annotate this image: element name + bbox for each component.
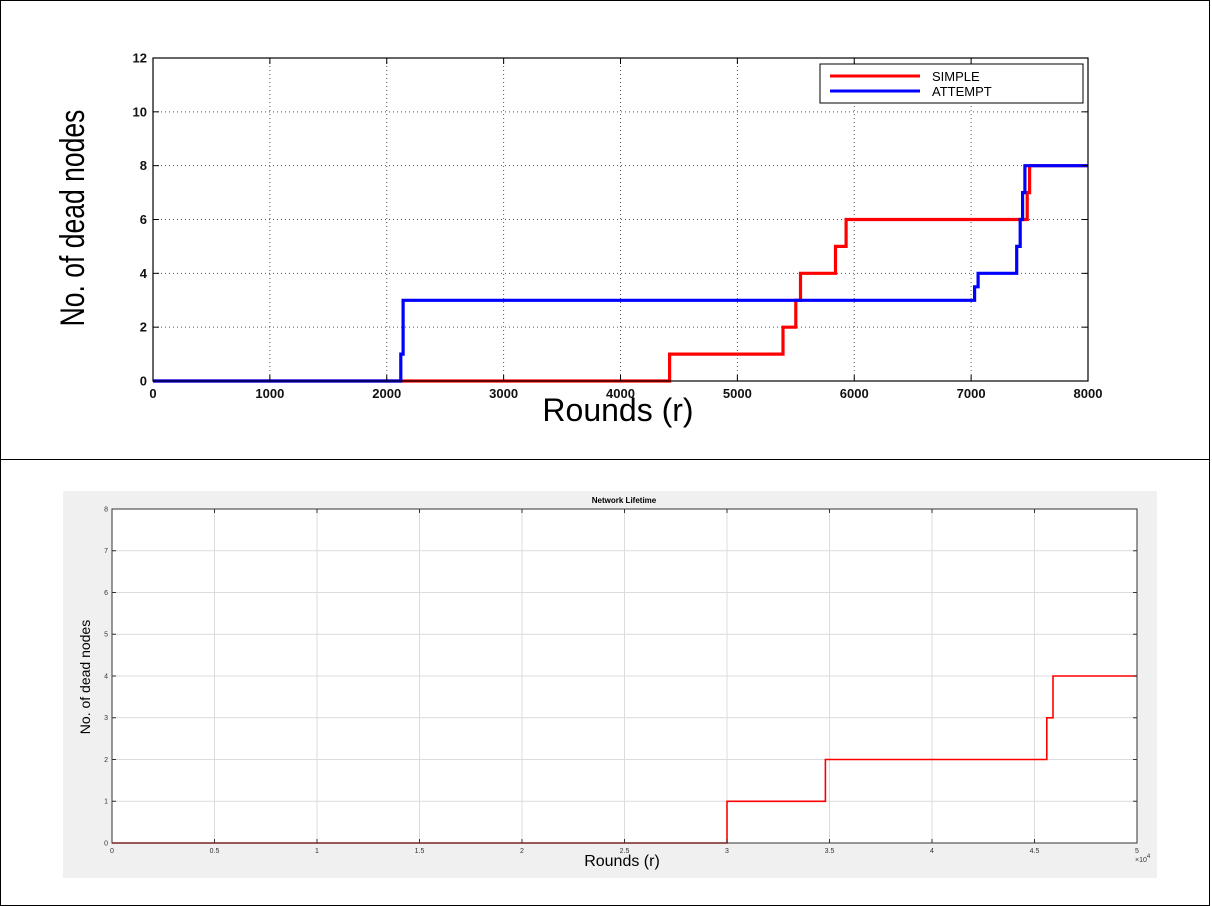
y-tick-label: 2 [104,757,108,764]
x-tick-label: 1 [315,848,319,855]
chart1-ylabel: No. of dead nodes [54,110,92,327]
x-tick-label: 0.5 [210,848,220,855]
y-tick-label: 7 [104,548,108,555]
dead-nodes-comparison-chart: No. of dead nodes Rounds (r) 0 1000 2000 30… [54,51,1103,428]
x-tick-label: 2.5 [620,848,630,855]
x-tick-label: 4000 [606,386,635,401]
chart2-title: Network Lifetime [592,496,657,505]
x-tick-label: 1.5 [415,848,425,855]
x-tick-label: 2 [520,848,524,855]
x-tick-label: 7000 [957,386,986,401]
y-tick-label: 8 [104,506,108,513]
y-tick-label: 6 [140,212,147,227]
x-tick-label: 3000 [489,386,518,401]
legend-label-simple: SIMPLE [932,69,980,84]
x-tick-label: 6000 [840,386,869,401]
x-tick-label: 0 [149,386,156,401]
y-tick-label: 4 [104,673,108,680]
chart1-xlabel: Rounds (r) [542,392,693,428]
x-tick-label: 5000 [723,386,752,401]
chart2-x-multiplier: ×104 [1135,854,1151,864]
chart2-xlabel: Rounds (r) [584,853,660,870]
x-tick-label: 1000 [255,386,284,401]
legend-box [819,63,1084,104]
series-line-simple [153,164,1088,383]
y-tick-label: 0 [140,374,147,389]
y-tick-label: 8 [140,158,147,173]
x-tick-label: 5 [1135,848,1139,855]
y-tick-label: 0 [104,840,108,847]
series-line-attempt [153,164,1088,383]
x-tick-label: 3 [725,848,729,855]
y-tick-label: 6 [104,590,108,597]
y-tick-label: 10 [133,104,147,119]
x-tick-label: 4 [930,848,934,855]
y-tick-label: 4 [140,266,148,281]
y-tick-label: 3 [104,715,108,722]
x-tick-label: 4.5 [1030,848,1040,855]
x-tick-label: 3.5 [825,848,835,855]
chart2-ylabel: No. of dead nodes [77,620,93,734]
series-line-0 [112,675,1137,844]
y-tick-label: 2 [140,320,147,335]
y-tick-label: 1 [104,799,108,806]
y-tick-label: 5 [104,632,108,639]
x-tick-label: 8000 [1074,386,1103,401]
y-tick-label: 12 [133,51,147,66]
legend-label-attempt: ATTEMPT [932,84,992,99]
x-tick-label: 2000 [372,386,401,401]
x-tick-label: 0 [110,848,114,855]
